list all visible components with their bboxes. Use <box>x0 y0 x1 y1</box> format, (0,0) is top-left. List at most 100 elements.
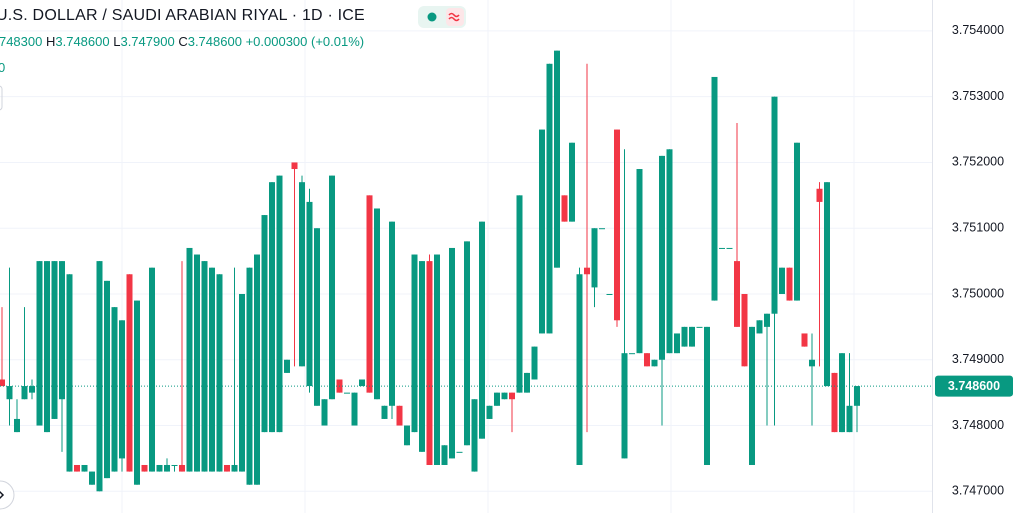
candle-body <box>554 50 560 268</box>
y-tick-label: 3.754000 <box>952 23 1004 37</box>
candle-body <box>659 155 665 360</box>
candle-body <box>224 464 230 472</box>
ohlc-legend: O3.748300 H3.748600 L3.747900 C3.748600 … <box>0 34 364 49</box>
candle-body <box>801 333 808 347</box>
candle-body <box>314 228 320 406</box>
candle-body <box>171 464 178 466</box>
ohlc-value: 3.747900 <box>120 34 175 49</box>
candle-body <box>134 300 140 485</box>
candle-body <box>756 320 763 334</box>
candle-body <box>254 254 260 485</box>
candle-body <box>674 333 680 354</box>
candle-body <box>546 63 553 334</box>
candle-body <box>441 445 448 465</box>
candle-body <box>359 379 365 387</box>
candle-body <box>96 261 103 492</box>
candle-body <box>344 392 350 394</box>
candle-body <box>299 182 305 367</box>
candle-body <box>0 379 5 387</box>
candle-body <box>561 195 568 222</box>
candle-body <box>651 359 658 367</box>
candle-body <box>44 261 50 433</box>
candle-body <box>419 261 425 452</box>
candle-body <box>209 267 215 472</box>
candle-body <box>164 464 170 472</box>
candle-body <box>771 96 778 314</box>
candle-body <box>726 247 733 249</box>
volume-value: 0 <box>0 60 6 75</box>
scroll-icon <box>0 490 5 500</box>
candle-body <box>396 405 403 426</box>
ohlc-value: 3.748600 <box>187 34 242 49</box>
candle-body <box>374 208 380 400</box>
candle-body <box>411 254 418 433</box>
candle-body <box>306 201 313 387</box>
candle-body <box>681 326 688 347</box>
candle-body <box>284 359 290 373</box>
candle-body <box>824 182 830 387</box>
candle-body <box>246 267 253 485</box>
candle-body <box>464 241 470 446</box>
candle-body <box>606 293 613 295</box>
candle-body <box>839 353 845 433</box>
candle-body <box>51 261 58 419</box>
status-badge[interactable] <box>418 6 466 28</box>
candle-body <box>351 392 358 426</box>
candle-body <box>216 274 223 472</box>
candle-body <box>614 129 620 321</box>
badge-icons <box>427 8 464 26</box>
delay-box <box>446 8 464 26</box>
candle-body <box>509 392 515 400</box>
candle-body <box>329 175 335 400</box>
candle-body <box>404 425 410 446</box>
candle-body <box>846 405 853 433</box>
candle-body <box>621 353 628 459</box>
candle-body <box>201 261 208 472</box>
candle-body <box>194 254 200 472</box>
candle-body <box>794 142 800 301</box>
candle-body <box>831 372 838 433</box>
candle-body <box>569 142 575 222</box>
candle-body <box>366 195 373 393</box>
ohlc-key: H <box>45 34 56 49</box>
scroll-button <box>0 480 15 510</box>
y-tick-label: 3.751000 <box>952 221 1004 235</box>
candle-body <box>14 418 20 433</box>
candle-body <box>6 386 13 400</box>
y-tick-label: 3.753000 <box>952 89 1004 103</box>
candle-body <box>494 392 500 406</box>
candle-body <box>389 221 395 406</box>
candle-body <box>636 169 643 354</box>
candle-body <box>426 261 433 465</box>
market-dot <box>427 12 437 22</box>
candle-body <box>764 313 770 327</box>
candle-body <box>104 280 110 479</box>
candle-body <box>749 326 755 465</box>
candle-body <box>74 464 80 472</box>
candle-body <box>599 228 605 230</box>
delay-icon <box>448 12 460 22</box>
y-tick-label: 3.750000 <box>952 286 1004 300</box>
candle-body <box>591 228 598 288</box>
candle-body <box>36 261 43 426</box>
candle-body <box>456 451 463 453</box>
candle-body <box>786 267 793 301</box>
candle-body <box>149 267 155 472</box>
ohlc-value: 3.748600 <box>55 34 110 49</box>
y-tick-label: 3.752000 <box>952 155 1004 169</box>
candle-body <box>689 326 695 347</box>
ohlc-key: L <box>113 34 121 49</box>
candle-body <box>719 247 725 249</box>
candle-body <box>186 247 193 472</box>
last-price-tag <box>935 375 1013 397</box>
candle-body <box>809 359 815 367</box>
candle-body <box>696 326 703 328</box>
candle-body <box>156 464 163 472</box>
candle-body <box>666 149 673 354</box>
candle-body <box>381 405 388 419</box>
candle-body <box>141 464 148 472</box>
candle-body <box>111 307 118 472</box>
candle-body <box>239 293 245 472</box>
candle-body <box>539 129 545 334</box>
